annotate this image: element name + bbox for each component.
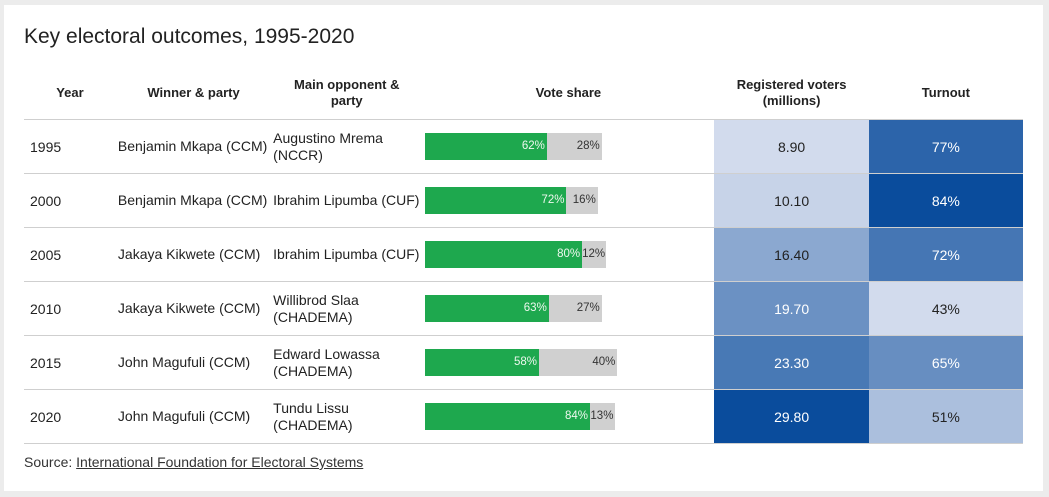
registered-voters-cell: 8.90 (714, 119, 869, 174)
registered-voters-cell: 10.10 (714, 173, 869, 228)
vote-share-bar: 84% 13% (425, 403, 622, 430)
vote-share-cell: 63% 27% (422, 281, 715, 336)
header-year: Year (24, 67, 116, 120)
year-cell: 2015 (24, 335, 116, 390)
table-body: 1995 Benjamin Mkapa (CCM) Augustino Mrema … (24, 119, 1023, 444)
vote-share-cell: 72% 16% (422, 173, 715, 228)
opponent-share-bar: 27% (548, 295, 602, 322)
winner-share-bar: 80% (425, 241, 583, 268)
vote-share-bar: 63% 27% (425, 295, 622, 322)
header-turnout: Turnout (868, 67, 1023, 120)
year-cell: 2020 (24, 389, 116, 444)
outcomes-table: Year Winner & party Main opponent & part… (24, 67, 1023, 444)
opponent-cell: Willibrod Slaa (CHADEMA) (271, 281, 423, 336)
header-vote-share: Vote share (422, 67, 715, 120)
source-link[interactable]: International Foundation for Electoral S… (76, 454, 364, 470)
registered-voters-cell: 29.80 (714, 389, 869, 444)
turnout-cell: 72% (868, 227, 1023, 282)
opponent-share-bar: 16% (566, 187, 598, 214)
winner-share-bar: 58% (425, 349, 540, 376)
registered-voters-cell: 23.30 (714, 335, 869, 390)
vote-share-bar: 62% 28% (425, 133, 622, 160)
vote-share-bar: 72% 16% (425, 187, 622, 214)
opponent-share-bar: 12% (582, 241, 606, 268)
winner-cell: John Magufuli (CCM) (115, 335, 272, 390)
table-row: 2010 Jakaya Kikwete (CCM) Willibrod Slaa (… (24, 281, 1023, 336)
winner-cell: Benjamin Mkapa (CCM) (115, 119, 272, 174)
source-prefix: Source: (24, 454, 77, 470)
header-winner: Winner & party (115, 67, 272, 120)
table-row: 2000 Benjamin Mkapa (CCM) Ibrahim Lipumba … (24, 173, 1023, 228)
table-row: 2015 John Magufuli (CCM) Edward Lowassa (C… (24, 335, 1023, 390)
chart-card: Key electoral outcomes, 1995-2020 Year W… (4, 5, 1043, 491)
winner-cell: Jakaya Kikwete (CCM) (115, 227, 272, 282)
winner-share-bar: 84% (425, 403, 590, 430)
turnout-cell: 77% (868, 119, 1023, 174)
vote-share-bar: 58% 40% (425, 349, 622, 376)
opponent-cell: Augustino Mrema (NCCR) (271, 119, 423, 174)
table-row: 2020 John Magufuli (CCM) Tundu Lissu (CHAD… (24, 389, 1023, 444)
opponent-share-bar: 13% (589, 403, 616, 430)
winner-share-bar: 63% (425, 295, 549, 322)
turnout-cell: 84% (868, 173, 1023, 228)
table-row: 2005 Jakaya Kikwete (CCM) Ibrahim Lipumba … (24, 227, 1023, 282)
registered-voters-cell: 16.40 (714, 227, 869, 282)
opponent-cell: Ibrahim Lipumba (CUF) (271, 173, 423, 228)
header-row: Year Winner & party Main opponent & part… (24, 67, 1023, 120)
header-registered: Registered voters (millions) (714, 67, 869, 120)
year-cell: 2010 (24, 281, 116, 336)
year-cell: 2005 (24, 227, 116, 282)
opponent-share-bar: 40% (539, 349, 618, 376)
turnout-cell: 43% (868, 281, 1023, 336)
opponent-cell: Edward Lowassa (CHADEMA) (271, 335, 423, 390)
winner-cell: Jakaya Kikwete (CCM) (115, 281, 272, 336)
winner-share-bar: 62% (425, 133, 547, 160)
table-row: 1995 Benjamin Mkapa (CCM) Augustino Mrema … (24, 119, 1023, 174)
vote-share-cell: 84% 13% (422, 389, 715, 444)
opponent-share-bar: 28% (546, 133, 602, 160)
vote-share-cell: 62% 28% (422, 119, 715, 174)
opponent-cell: Tundu Lissu (CHADEMA) (271, 389, 423, 444)
year-cell: 1995 (24, 119, 116, 174)
chart-title: Key electoral outcomes, 1995-2020 (24, 25, 355, 48)
registered-voters-cell: 19.70 (714, 281, 869, 336)
winner-cell: Benjamin Mkapa (CCM) (115, 173, 272, 228)
turnout-cell: 51% (868, 389, 1023, 444)
vote-share-cell: 80% 12% (422, 227, 715, 282)
header-opponent: Main opponent & party (271, 67, 423, 120)
year-cell: 2000 (24, 173, 116, 228)
source-note: Source: International Foundation for Ele… (24, 454, 363, 470)
winner-share-bar: 72% (425, 187, 567, 214)
opponent-cell: Ibrahim Lipumba (CUF) (271, 227, 423, 282)
winner-cell: John Magufuli (CCM) (115, 389, 272, 444)
vote-share-bar: 80% 12% (425, 241, 622, 268)
turnout-cell: 65% (868, 335, 1023, 390)
vote-share-cell: 58% 40% (422, 335, 715, 390)
